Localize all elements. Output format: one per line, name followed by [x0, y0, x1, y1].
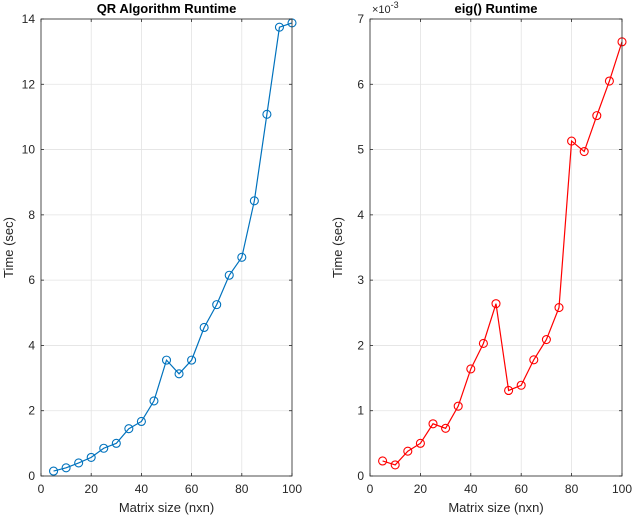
data-point	[441, 423, 451, 433]
x-tick-label: 40	[135, 482, 149, 496]
y-tick-label: 4	[357, 208, 364, 222]
y-axis-label: Time (sec)	[1, 217, 16, 278]
series-eig	[378, 37, 627, 470]
data-point	[541, 335, 551, 345]
data-point	[74, 458, 84, 468]
data-point	[212, 300, 222, 310]
y-tick-label: 7	[357, 12, 364, 26]
y-tick-label: 2	[357, 338, 364, 352]
y-axis-exponent: ×10-3	[372, 0, 399, 16]
data-point	[466, 364, 476, 374]
data-point	[48, 466, 59, 476]
eig-runtime-chart: 0 20 40 60 80 100 0 1 2 3 4 5 6 7 eig() Runtime Matri…	[330, 0, 632, 515]
data-point	[491, 299, 501, 309]
y-tick-label: 8	[28, 208, 35, 222]
data-point	[390, 460, 400, 470]
x-tick-label: 80	[235, 482, 249, 496]
data-point	[174, 369, 184, 379]
y-tick-label: 0	[28, 469, 35, 483]
series-qr	[48, 18, 297, 476]
exponent-base: ×10	[372, 4, 391, 16]
x-axis-label: Matrix size (nxn)	[119, 500, 214, 515]
plot-area	[370, 19, 622, 476]
data-point	[567, 136, 577, 146]
data-point	[136, 416, 146, 427]
y-tick-label: 3	[357, 273, 364, 287]
data-point	[428, 419, 438, 429]
x-axis-label: Matrix size (nxn)	[448, 500, 543, 515]
data-point	[529, 355, 539, 365]
data-point	[86, 452, 96, 462]
data-point	[237, 252, 247, 262]
x-tick-label: 60	[515, 482, 529, 496]
ticks: 0 20 40 60 80 100 0 1 2 3 4 5 6 7	[357, 12, 632, 496]
qr-runtime-chart: 0 20 40 60 80 100 0 2 4 6 8 10 12 14 QR Algorithm Run…	[1, 1, 302, 515]
data-point	[249, 196, 259, 206]
data-point	[415, 438, 425, 448]
data-point	[478, 338, 488, 349]
series-line	[53, 22, 293, 472]
ticks: 0 20 40 60 80 100 0 2 4 6 8 10 12 14	[22, 12, 303, 496]
chart-title: QR Algorithm Runtime	[97, 1, 237, 16]
y-tick-label: 1	[357, 404, 364, 418]
x-tick-label: 20	[414, 482, 428, 496]
data-point	[592, 111, 602, 121]
x-tick-label: 20	[85, 482, 99, 496]
y-tick-label: 6	[357, 77, 364, 91]
y-tick-label: 14	[22, 12, 36, 26]
data-point	[224, 270, 234, 280]
data-point	[274, 22, 285, 32]
data-point	[579, 146, 589, 157]
plot-area	[41, 19, 292, 476]
data-point	[403, 446, 413, 456]
data-point	[554, 303, 564, 313]
data-point	[604, 76, 614, 86]
data-point	[504, 385, 514, 396]
data-point	[99, 443, 109, 453]
y-tick-label: 0	[357, 469, 364, 483]
x-tick-label: 60	[185, 482, 199, 496]
plot-frame	[369, 18, 623, 477]
data-point	[111, 438, 121, 448]
data-point	[161, 355, 172, 365]
x-tick-label: 80	[565, 482, 579, 496]
x-tick-label: 0	[367, 482, 374, 496]
y-tick-label: 6	[28, 273, 35, 287]
x-tick-label: 100	[612, 482, 632, 496]
y-tick-label: 10	[22, 143, 36, 157]
y-tick-label: 2	[28, 404, 35, 418]
y-tick-label: 4	[28, 338, 35, 352]
x-tick-label: 100	[282, 482, 302, 496]
data-point	[187, 355, 197, 365]
data-point	[378, 456, 388, 466]
plot-frame	[40, 18, 293, 477]
chart-title: eig() Runtime	[454, 1, 537, 16]
data-point	[516, 380, 526, 390]
y-axis-label: Time (sec)	[330, 217, 345, 278]
data-point	[453, 401, 463, 411]
data-point	[61, 463, 71, 473]
exponent-power: -3	[391, 0, 399, 10]
y-tick-label: 12	[22, 77, 36, 91]
x-tick-label: 0	[38, 482, 45, 496]
data-point	[262, 109, 272, 119]
data-point	[149, 396, 159, 406]
y-tick-label: 5	[357, 143, 364, 157]
data-point	[124, 424, 134, 434]
data-point	[199, 322, 209, 333]
x-tick-label: 40	[464, 482, 478, 496]
